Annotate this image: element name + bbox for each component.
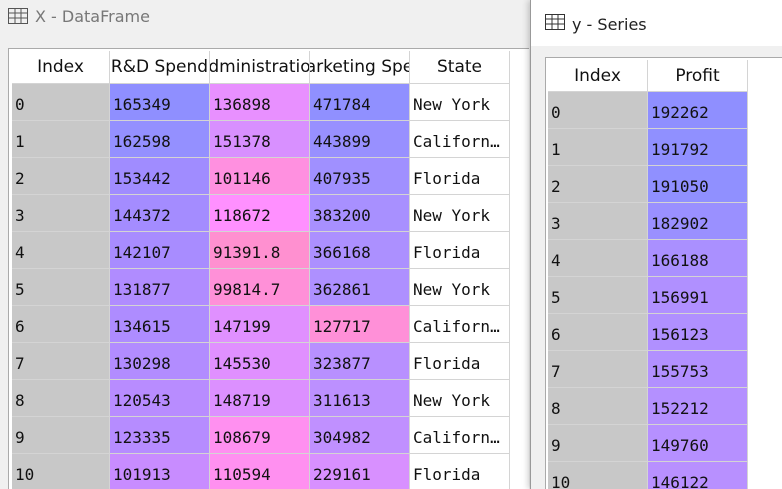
- table-cell: 191792: [648, 129, 748, 166]
- table-cell: 229161: [310, 454, 410, 489]
- row-index: 8: [548, 388, 648, 425]
- table-cell: 311613: [310, 380, 410, 417]
- table-cell: Californ…: [410, 306, 510, 343]
- table-cell: Florida: [410, 158, 510, 195]
- row-index: 7: [12, 343, 110, 380]
- table-cell: 101913: [110, 454, 210, 489]
- table-cell: 156123: [648, 314, 748, 351]
- table-cell: 366168: [310, 232, 410, 269]
- row-index: 9: [12, 417, 110, 454]
- table-cell: Florida: [410, 454, 510, 489]
- table-cell: 144372: [110, 195, 210, 232]
- table-cell: 91391.8: [210, 232, 310, 269]
- column-header: dministratio: [210, 51, 310, 84]
- table-cell: 110594: [210, 454, 310, 489]
- table-cell: 152212: [648, 388, 748, 425]
- row-index: 8: [12, 380, 110, 417]
- table-cell: Florida: [410, 232, 510, 269]
- row-index: 6: [548, 314, 648, 351]
- table-cell: 166188: [648, 240, 748, 277]
- column-header: R&D Spend: [110, 51, 210, 84]
- table-cell: New York: [410, 84, 510, 121]
- row-index: 5: [12, 269, 110, 306]
- column-header: Index: [548, 60, 648, 92]
- table-cell: Florida: [410, 343, 510, 380]
- table-cell: 323877: [310, 343, 410, 380]
- table-cell: 383200: [310, 195, 410, 232]
- table-cell: Californ…: [410, 121, 510, 158]
- table-cell: 146122: [648, 462, 748, 489]
- table-cell: 136898: [210, 84, 310, 121]
- row-index: 3: [548, 203, 648, 240]
- row-index: 10: [548, 462, 648, 489]
- table-cell: New York: [410, 195, 510, 232]
- table-cell: 153442: [110, 158, 210, 195]
- table-cell: 165349: [110, 84, 210, 121]
- table-cell: 191050: [648, 166, 748, 203]
- row-index: 4: [12, 232, 110, 269]
- table-cell: New York: [410, 380, 510, 417]
- table-cell: 99814.7: [210, 269, 310, 306]
- table-cell: 120543: [110, 380, 210, 417]
- table-cell: 471784: [310, 84, 410, 121]
- table-icon: [8, 8, 28, 24]
- table-cell: Californ…: [410, 417, 510, 454]
- table-cell: 182902: [648, 203, 748, 240]
- table-cell: 155753: [648, 351, 748, 388]
- table-cell: 131877: [110, 269, 210, 306]
- row-index: 0: [12, 84, 110, 121]
- table-cell: 147199: [210, 306, 310, 343]
- table-cell: 443899: [310, 121, 410, 158]
- row-index: 4: [548, 240, 648, 277]
- column-header: State: [410, 51, 510, 84]
- row-index: 6: [12, 306, 110, 343]
- table-cell: 127717: [310, 306, 410, 343]
- table-cell: 151378: [210, 121, 310, 158]
- row-index: 1: [12, 121, 110, 158]
- table-cell: 108679: [210, 417, 310, 454]
- row-index: 2: [12, 158, 110, 195]
- table-cell: 304982: [310, 417, 410, 454]
- table-cell: 148719: [210, 380, 310, 417]
- row-index: 9: [548, 425, 648, 462]
- table-cell: 192262: [648, 92, 748, 129]
- row-index: 0: [548, 92, 648, 129]
- row-index: 5: [548, 277, 648, 314]
- table-cell: 362861: [310, 269, 410, 306]
- column-header: arketing Spe: [310, 51, 410, 84]
- row-index: 7: [548, 351, 648, 388]
- table-cell: 130298: [110, 343, 210, 380]
- row-index: 2: [548, 166, 648, 203]
- row-index: 3: [12, 195, 110, 232]
- row-index: 1: [548, 129, 648, 166]
- dataframe-window: X - DataFrame Index R&D Spend dministratio…: [8, 7, 529, 489]
- table-cell: 149760: [648, 425, 748, 462]
- table-icon: [545, 14, 565, 30]
- table-cell: 407935: [310, 158, 410, 195]
- table-cell: 162598: [110, 121, 210, 158]
- column-header: Index: [12, 51, 110, 84]
- table-cell: 156991: [648, 277, 748, 314]
- row-index: 10: [12, 454, 110, 489]
- table-cell: New York: [410, 269, 510, 306]
- table-cell: 134615: [110, 306, 210, 343]
- table-cell: 142107: [110, 232, 210, 269]
- table-cell: 101146: [210, 158, 310, 195]
- table-cell: 123335: [110, 417, 210, 454]
- series-window: y - Series Index Profit 0 192262 1 191792 2 191…: [530, 0, 782, 489]
- window-title: X - DataFrame: [35, 7, 150, 26]
- title-bar: [531, 0, 782, 46]
- window-title: y - Series: [572, 15, 647, 34]
- table-cell: 118672: [210, 195, 310, 232]
- table-cell: 145530: [210, 343, 310, 380]
- column-header: Profit: [648, 60, 748, 92]
